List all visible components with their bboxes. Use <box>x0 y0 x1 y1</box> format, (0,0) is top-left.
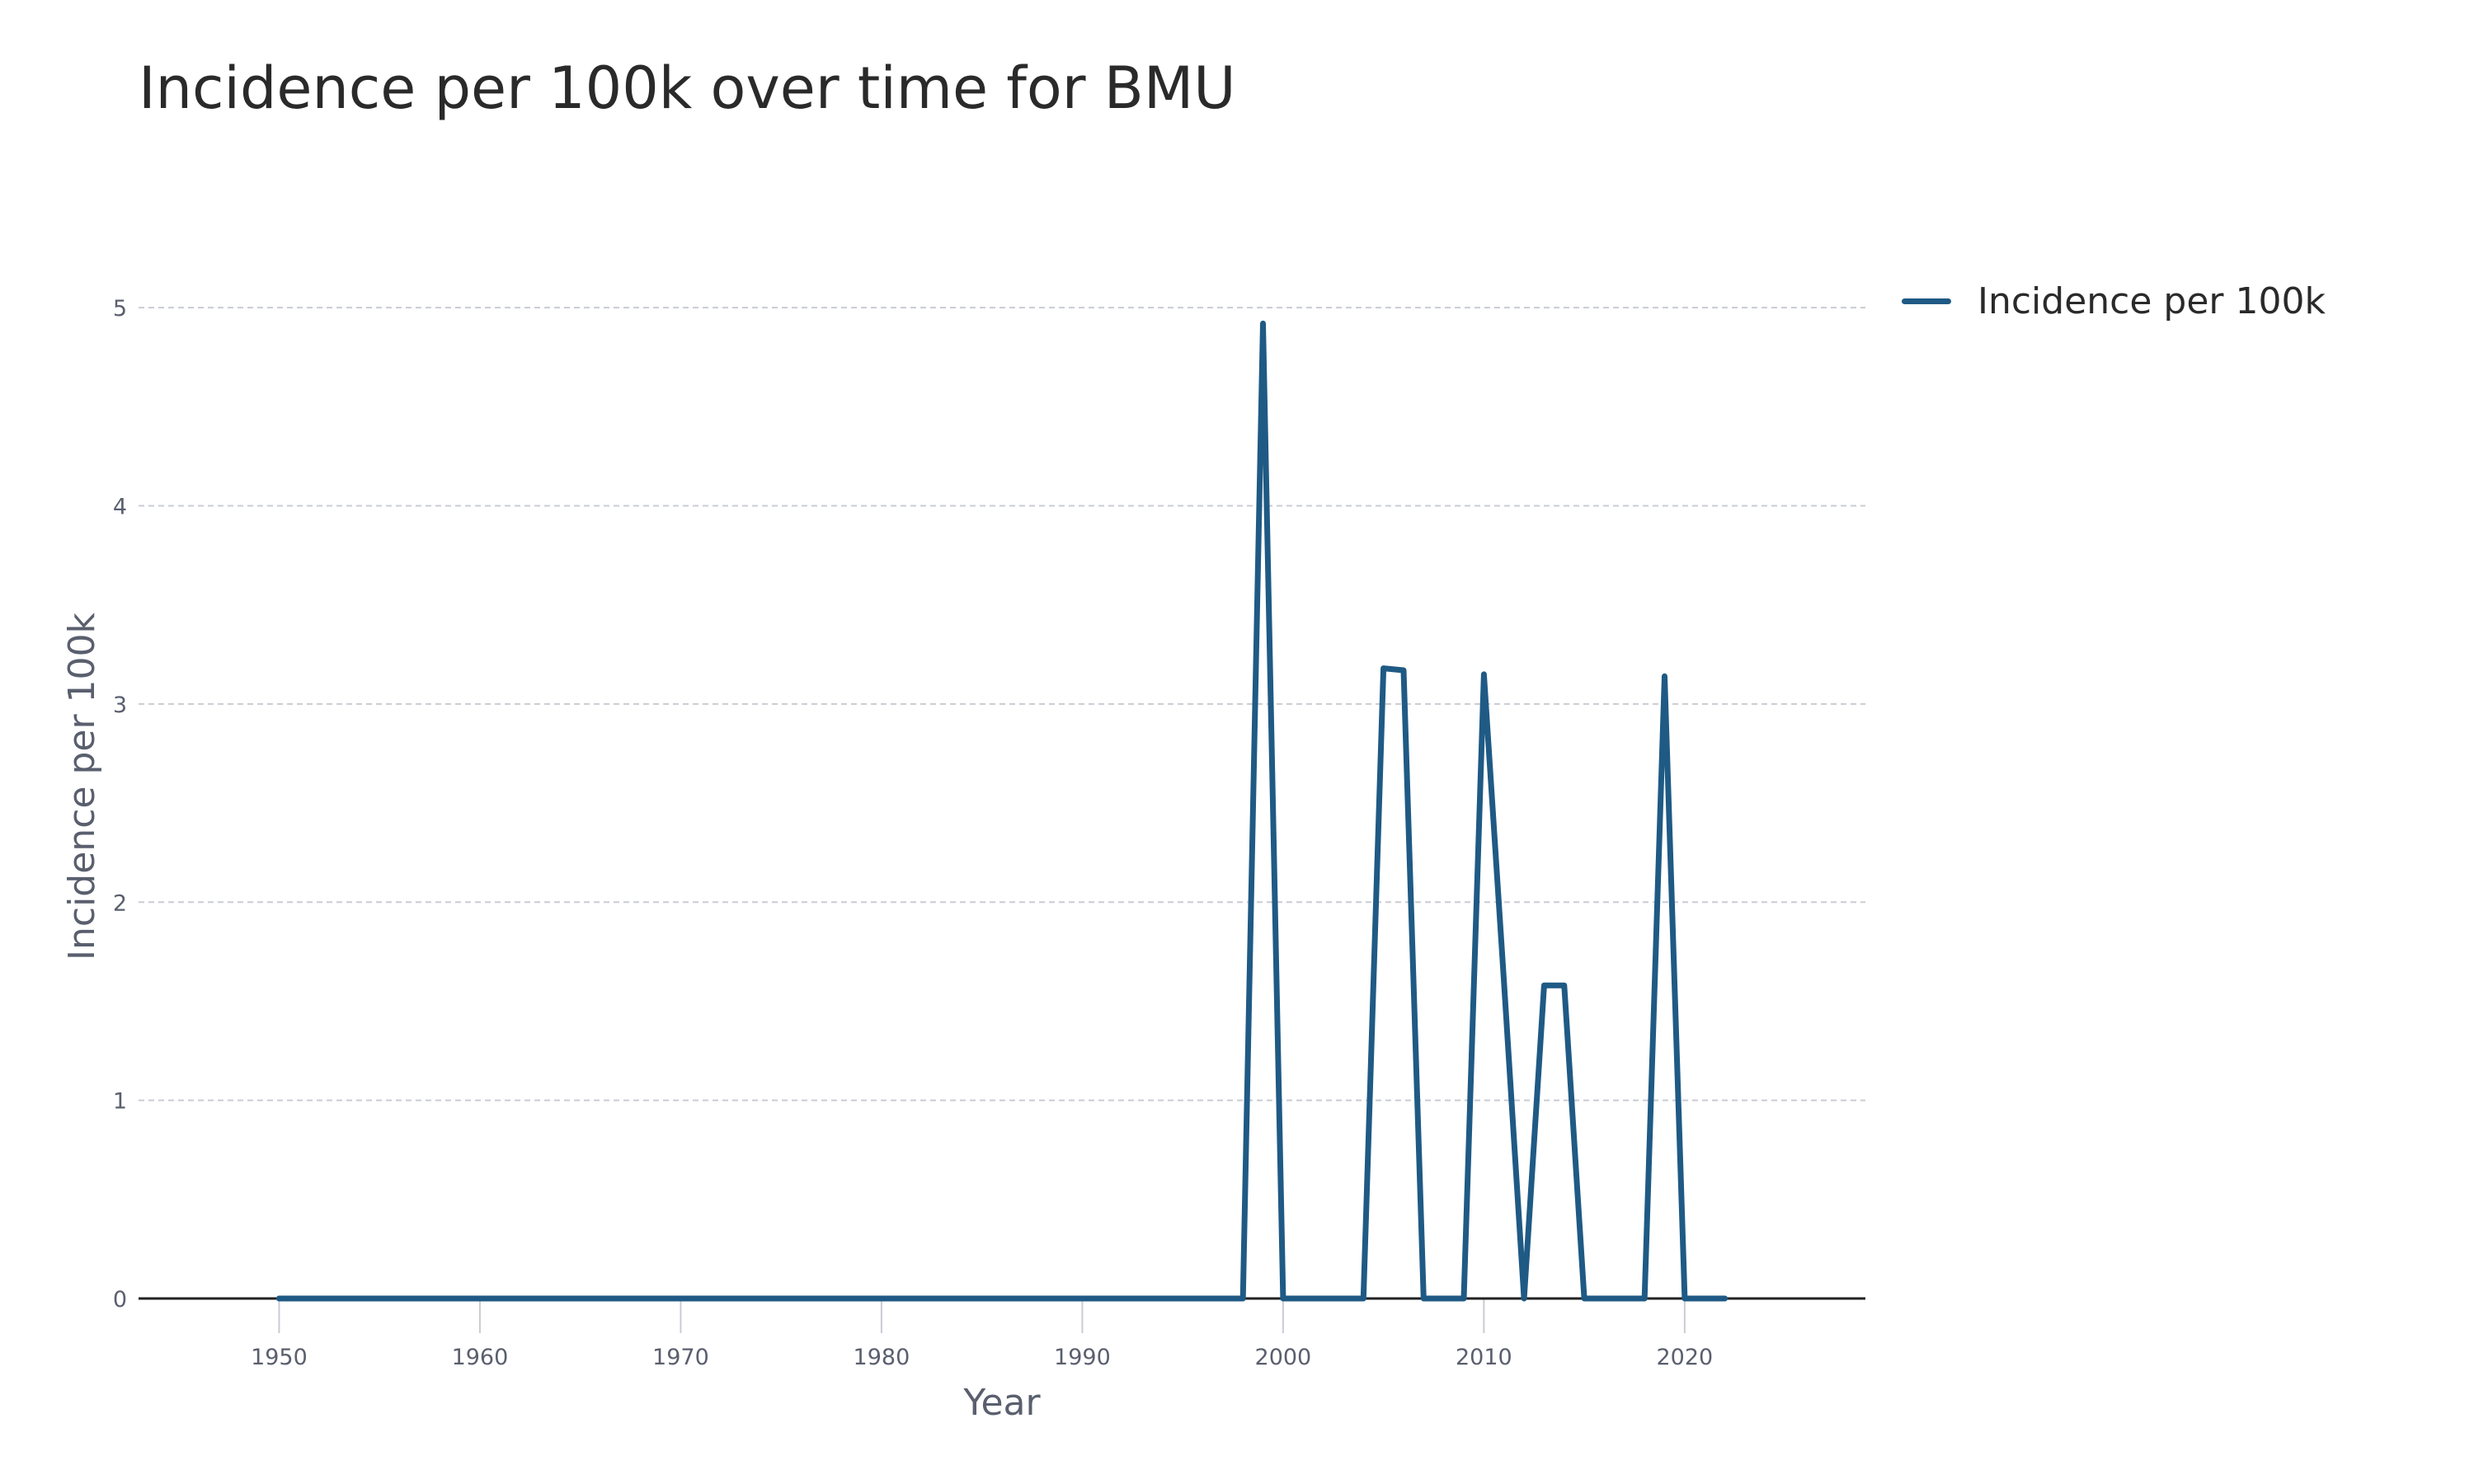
y-tick-label: 0 <box>113 1287 127 1313</box>
y-tick-label: 3 <box>113 693 127 718</box>
y-tick-label: 4 <box>113 495 127 520</box>
y-axis-title: Incidence per 100k <box>61 613 103 960</box>
legend-label: Incidence per 100k <box>1978 280 2326 322</box>
x-tick-label: 1950 <box>251 1345 308 1370</box>
chart-title: Incidence per 100k over time for BMU <box>139 54 1236 122</box>
legend-swatch <box>1902 298 1951 304</box>
x-tick-label: 2020 <box>1657 1345 1714 1370</box>
x-axis-title: Year <box>962 1382 1041 1424</box>
x-tick-label: 2010 <box>1456 1345 1512 1370</box>
x-axis-ticks: 1950 1960 1970 1980 1990 2000 2010 2020 <box>251 1298 1713 1370</box>
x-tick-label: 1960 <box>452 1345 509 1370</box>
y-tick-label: 2 <box>113 890 127 916</box>
x-tick-label: 1990 <box>1054 1345 1111 1370</box>
legend[interactable]: Incidence per 100k <box>1902 280 2326 322</box>
gridlines <box>139 307 1865 1101</box>
y-axis-ticks: 0 1 2 3 4 5 <box>113 296 127 1313</box>
x-tick-label: 1980 <box>854 1345 910 1370</box>
x-tick-label: 1970 <box>652 1345 709 1370</box>
y-tick-label: 5 <box>113 296 127 322</box>
x-tick-label: 2000 <box>1255 1345 1312 1370</box>
series-line-incidence <box>275 320 1729 1302</box>
y-tick-label: 1 <box>113 1089 127 1115</box>
